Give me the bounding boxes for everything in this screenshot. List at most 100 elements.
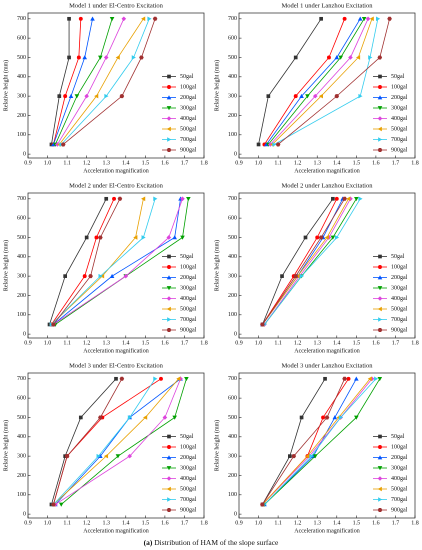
- y-axis-label: Relative height (mm): [2, 240, 9, 291]
- marker: [141, 235, 146, 240]
- marker: [84, 235, 89, 240]
- legend-marker: [166, 476, 172, 481]
- marker: [305, 94, 310, 99]
- x-tick-label: 0.9: [24, 340, 32, 346]
- legend-marker: [378, 497, 383, 502]
- marker: [121, 16, 127, 22]
- legend-label: 200gal: [180, 275, 197, 281]
- y-axis-label: Relative height (mm): [2, 420, 9, 471]
- marker: [76, 55, 81, 60]
- marker: [180, 235, 185, 240]
- x-tick-label: 1.5: [142, 340, 150, 346]
- marker: [354, 196, 359, 202]
- legend-marker: [377, 455, 383, 460]
- legend-label: 900gal: [180, 507, 197, 513]
- x-axis-label: Acceleration magnification: [83, 347, 148, 354]
- legend-label: 100gal: [180, 264, 197, 270]
- x-tick-label: 1.0: [44, 520, 52, 526]
- marker: [172, 235, 177, 240]
- legend-marker: [166, 147, 172, 153]
- marker: [186, 196, 191, 202]
- marker: [153, 196, 158, 202]
- x-tick-label: 1.3: [313, 520, 321, 526]
- legend-marker: [377, 466, 383, 471]
- x-tick-label: 1.6: [372, 160, 380, 166]
- x-tick-label: 0.9: [235, 160, 243, 166]
- x-tick-label: 0.9: [235, 520, 243, 526]
- marker: [82, 274, 87, 279]
- marker: [131, 55, 136, 60]
- x-tick-label: 1.5: [142, 160, 150, 166]
- y-tick-label: 0: [23, 332, 26, 338]
- marker: [63, 274, 67, 278]
- marker: [266, 94, 271, 98]
- x-tick-label: 1.6: [161, 340, 169, 346]
- marker: [315, 235, 320, 240]
- x-tick-label: 1.7: [392, 160, 400, 166]
- series-line: [266, 18, 361, 145]
- marker: [78, 415, 83, 420]
- marker: [342, 376, 347, 381]
- legend-marker: [167, 74, 171, 79]
- legend-label: 400gal: [180, 116, 197, 122]
- y-tick-label: 400: [17, 74, 26, 80]
- marker: [334, 55, 340, 60]
- marker: [324, 235, 329, 240]
- marker: [159, 376, 163, 381]
- chart-title: Model 3 under Lanzhou Excitation: [282, 362, 374, 369]
- series-line: [55, 18, 113, 145]
- series-line: [56, 18, 125, 145]
- y-tick-label: 100: [17, 132, 26, 138]
- x-tick-label: 1.8: [200, 520, 208, 526]
- marker: [342, 196, 347, 201]
- x-tick-label: 1.8: [200, 340, 208, 346]
- legend-label: 700gal: [391, 317, 408, 323]
- x-tick-label: 1.0: [255, 160, 263, 166]
- legend-marker: [166, 275, 172, 280]
- x-axis-label: Acceleration magnification: [294, 527, 359, 534]
- marker: [338, 415, 343, 420]
- legend-marker: [378, 254, 382, 259]
- legend-label: 500gal: [391, 486, 408, 492]
- x-tick-label: 1.7: [181, 340, 189, 346]
- marker: [369, 16, 374, 22]
- series-line: [262, 198, 345, 325]
- marker: [318, 93, 323, 99]
- legend-marker: [166, 455, 172, 460]
- legend-label: 300gal: [391, 465, 408, 471]
- y-tick-label: 600: [228, 216, 237, 222]
- y-tick-label: 0: [23, 152, 26, 158]
- legend-label: 300gal: [180, 285, 197, 291]
- plot-frame: [238, 192, 416, 339]
- series-line: [262, 198, 334, 325]
- y-tick-label: 500: [17, 55, 26, 61]
- legend-label: 300gal: [391, 285, 408, 291]
- legend-label: 900gal: [180, 147, 197, 153]
- series-line: [268, 18, 365, 145]
- marker: [49, 142, 54, 147]
- x-axis-label: Acceleration magnification: [294, 167, 359, 174]
- legend-marker: [166, 106, 172, 111]
- y-tick-label: 200: [228, 473, 237, 479]
- y-tick-label: 600: [228, 396, 237, 402]
- marker: [96, 453, 101, 459]
- marker: [293, 94, 298, 99]
- plot-frame: [27, 372, 205, 519]
- marker: [104, 93, 109, 99]
- marker: [321, 415, 326, 420]
- legend-label: 400gal: [391, 296, 408, 302]
- legend-label: 50gal: [180, 434, 194, 440]
- y-tick-label: 200: [228, 293, 237, 299]
- legend-label: 400gal: [391, 116, 408, 122]
- marker: [260, 322, 265, 327]
- y-tick-label: 300: [228, 454, 237, 460]
- series-line: [269, 18, 369, 145]
- marker: [51, 502, 56, 507]
- y-tick-label: 400: [17, 254, 26, 260]
- legend-marker: [167, 137, 172, 142]
- x-tick-label: 1.2: [83, 160, 91, 166]
- series-line: [53, 378, 179, 505]
- x-tick-label: 1.6: [161, 160, 169, 166]
- marker: [57, 94, 62, 98]
- series-line: [53, 378, 162, 505]
